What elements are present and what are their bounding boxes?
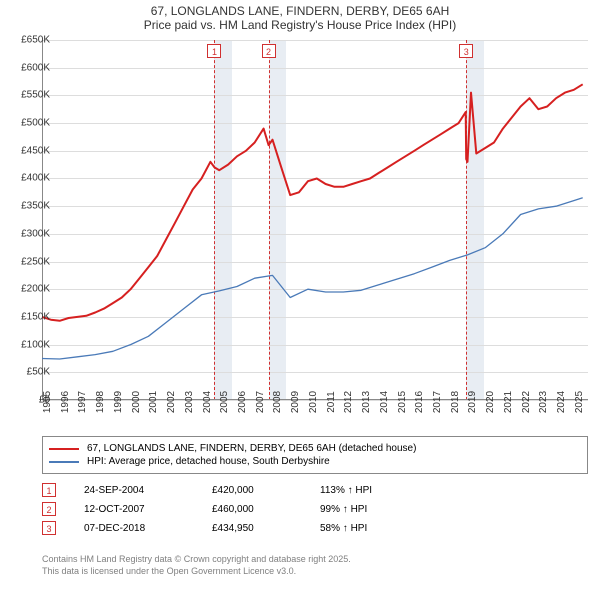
- y-tick-label: £500K: [21, 118, 50, 129]
- x-tick-label: 2010: [308, 391, 319, 413]
- event-row-1: 2 12-OCT-2007 £460,000 99% ↑ HPI: [42, 502, 588, 516]
- x-tick-label: 2005: [219, 391, 230, 413]
- legend-swatch-1: [49, 461, 79, 463]
- x-tick-label: 2019: [467, 391, 478, 413]
- event-box-2: 3: [42, 521, 56, 535]
- y-tick-label: £100K: [21, 339, 50, 350]
- y-tick-label: £250K: [21, 256, 50, 267]
- x-tick-label: 1995: [42, 391, 53, 413]
- x-tick-label: 2014: [379, 391, 390, 413]
- event-price-2: £434,950: [212, 523, 292, 534]
- event-date-1: 12-OCT-2007: [84, 504, 184, 515]
- x-tick-label: 1998: [95, 391, 106, 413]
- x-tick-label: 2015: [397, 391, 408, 413]
- x-tick-label: 2017: [432, 391, 443, 413]
- chart-container: 67, LONGLANDS LANE, FINDERN, DERBY, DE65…: [0, 0, 600, 590]
- event-box-0: 1: [42, 483, 56, 497]
- x-tick-label: 2013: [361, 391, 372, 413]
- y-tick-label: £450K: [21, 145, 50, 156]
- legend: 67, LONGLANDS LANE, FINDERN, DERBY, DE65…: [42, 436, 588, 474]
- x-tick-label: 2009: [290, 391, 301, 413]
- y-tick-label: £650K: [21, 35, 50, 46]
- y-tick-label: £50K: [27, 367, 50, 378]
- chart-svg: [42, 40, 588, 400]
- x-tick-label: 2024: [556, 391, 567, 413]
- x-tick-label: 2006: [237, 391, 248, 413]
- y-tick-label: £350K: [21, 201, 50, 212]
- x-tick-label: 2021: [503, 391, 514, 413]
- x-tick-label: 1999: [113, 391, 124, 413]
- title-block: 67, LONGLANDS LANE, FINDERN, DERBY, DE65…: [0, 0, 600, 34]
- event-row-0: 1 24-SEP-2004 £420,000 113% ↑ HPI: [42, 483, 588, 497]
- x-tick-label: 2001: [148, 391, 159, 413]
- legend-swatch-0: [49, 448, 79, 450]
- x-tick-label: 2004: [202, 391, 213, 413]
- footer-line-2: This data is licensed under the Open Gov…: [42, 566, 351, 578]
- footer: Contains HM Land Registry data © Crown c…: [42, 554, 351, 577]
- x-tick-label: 2008: [272, 391, 283, 413]
- event-date-2: 07-DEC-2018: [84, 523, 184, 534]
- event-hpi-2: 58% ↑ HPI: [320, 523, 420, 534]
- x-tick-label: 2022: [521, 391, 532, 413]
- y-tick-label: £200K: [21, 284, 50, 295]
- x-tick-label: 1997: [77, 391, 88, 413]
- legend-label-0: 67, LONGLANDS LANE, FINDERN, DERBY, DE65…: [87, 443, 416, 454]
- x-tick-label: 2012: [343, 391, 354, 413]
- x-tick-label: 2018: [450, 391, 461, 413]
- y-tick-label: £550K: [21, 90, 50, 101]
- event-price-0: £420,000: [212, 485, 292, 496]
- y-tick-label: £600K: [21, 62, 50, 73]
- title-line-2: Price paid vs. HM Land Registry's House …: [0, 18, 600, 32]
- x-tick-label: 2011: [326, 391, 337, 413]
- events-table: 1 24-SEP-2004 £420,000 113% ↑ HPI 2 12-O…: [42, 478, 588, 540]
- footer-line-1: Contains HM Land Registry data © Crown c…: [42, 554, 351, 566]
- y-tick-label: £300K: [21, 228, 50, 239]
- x-tick-label: 2025: [574, 391, 585, 413]
- legend-row-0: 67, LONGLANDS LANE, FINDERN, DERBY, DE65…: [49, 443, 581, 454]
- y-tick-label: £400K: [21, 173, 50, 184]
- event-hpi-0: 113% ↑ HPI: [320, 485, 420, 496]
- x-tick-label: 1996: [60, 391, 71, 413]
- x-tick-label: 2020: [485, 391, 496, 413]
- x-tick-label: 2003: [184, 391, 195, 413]
- x-tick-label: 2023: [538, 391, 549, 413]
- x-tick-label: 2016: [414, 391, 425, 413]
- title-line-1: 67, LONGLANDS LANE, FINDERN, DERBY, DE65…: [0, 4, 600, 18]
- x-tick-label: 2007: [255, 391, 266, 413]
- legend-label-1: HPI: Average price, detached house, Sout…: [87, 456, 330, 467]
- legend-row-1: HPI: Average price, detached house, Sout…: [49, 456, 581, 467]
- event-price-1: £460,000: [212, 504, 292, 515]
- y-tick-label: £150K: [21, 311, 50, 322]
- event-row-2: 3 07-DEC-2018 £434,950 58% ↑ HPI: [42, 521, 588, 535]
- x-tick-label: 2000: [131, 391, 142, 413]
- event-hpi-1: 99% ↑ HPI: [320, 504, 420, 515]
- event-date-0: 24-SEP-2004: [84, 485, 184, 496]
- event-box-1: 2: [42, 502, 56, 516]
- x-tick-label: 2002: [166, 391, 177, 413]
